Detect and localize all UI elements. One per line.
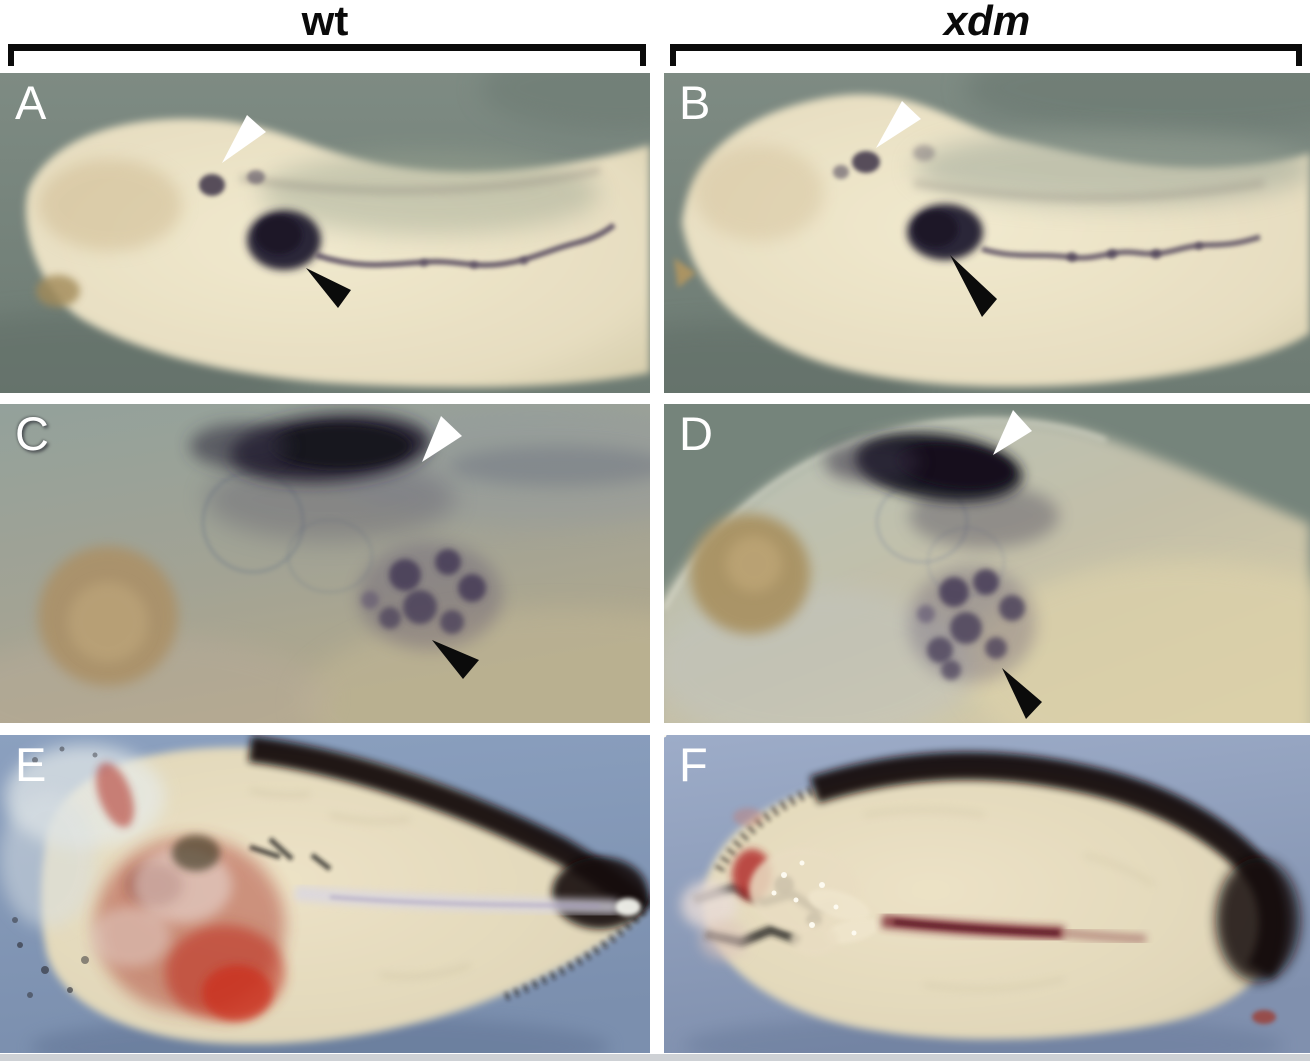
eye xyxy=(38,546,178,686)
black-arrowhead-icon xyxy=(1002,668,1042,719)
panel-letter: D xyxy=(679,407,713,460)
stain-pattern xyxy=(199,170,616,270)
midline xyxy=(294,885,641,916)
embryo-closeup-photo-wt xyxy=(0,404,650,723)
black-arrowhead-icon xyxy=(432,640,479,679)
embryo-body xyxy=(25,118,650,388)
panel-c: C xyxy=(0,404,650,723)
embryo-lateral-photo-wt xyxy=(0,73,650,393)
column-label: wt xyxy=(301,0,349,44)
black-arrowhead-icon xyxy=(306,268,351,308)
pigment-rim xyxy=(714,751,1300,1024)
panel-letter: E xyxy=(15,738,47,791)
panel-b: B xyxy=(664,73,1310,393)
column-header-wt: wt xyxy=(0,0,650,42)
dissected-embryo-photo-xdm xyxy=(664,735,1310,1053)
midline xyxy=(881,914,1147,944)
panel-f: F xyxy=(664,735,1310,1053)
blood-tissue xyxy=(90,762,285,1021)
panel-d: D xyxy=(664,404,1310,723)
column-bracket-wt xyxy=(8,44,646,66)
panel-letter: A xyxy=(15,76,47,129)
specimen-body xyxy=(702,767,1275,1040)
column-label: xdm xyxy=(943,0,1031,44)
column-bracket-xdm xyxy=(670,44,1302,66)
embryo-lateral-photo-xdm xyxy=(664,73,1310,393)
embryo-closeup-photo-xdm xyxy=(664,404,1310,723)
dissected-embryo-photo-wt xyxy=(0,735,650,1053)
black-arrowhead-icon xyxy=(950,255,997,317)
stain-pattern xyxy=(833,145,1261,262)
figure-bottom-strip xyxy=(0,1054,1310,1061)
panel-letter: C xyxy=(15,407,49,460)
panel-e: E xyxy=(0,735,650,1053)
stain-pattern xyxy=(824,432,1059,682)
glitter-tissue xyxy=(664,735,880,956)
eye xyxy=(690,514,810,634)
stain-pattern xyxy=(190,414,650,650)
panel-a: A xyxy=(0,73,650,393)
white-arrowhead-icon xyxy=(222,115,266,163)
panel-letter: B xyxy=(679,76,711,129)
panel-letter: F xyxy=(679,738,708,791)
white-arrowhead-icon xyxy=(422,416,462,462)
column-header-xdm: xdm xyxy=(664,0,1310,42)
white-arrowhead-icon xyxy=(876,101,921,148)
white-arrowhead-icon xyxy=(993,410,1032,455)
